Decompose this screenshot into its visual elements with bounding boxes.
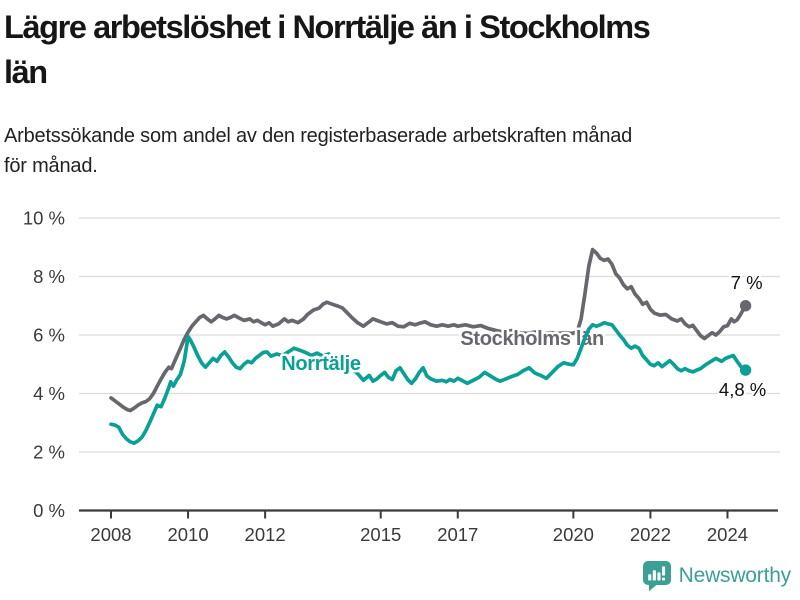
x-tick-label-2008: 2008 (90, 524, 131, 545)
y-tick-label-6: 6 % (33, 325, 65, 346)
y-tick-label-2: 2 % (33, 442, 65, 463)
series-name-label-stockholms-l-n: Stockholms län (460, 328, 604, 350)
newsworthy-logo: Newsworthy (641, 560, 791, 592)
page-subtitle-line-1: Arbetssökande som andel av den registerb… (4, 125, 633, 147)
newsworthy-logo-text: Newsworthy (678, 564, 792, 587)
page-title-line-1: Lägre arbetslöshet i Norrtälje än i Stoc… (4, 9, 651, 45)
series-end-value-label-stockholms-l-n: 7 % (731, 272, 763, 293)
x-tick-label-2022: 2022 (630, 524, 671, 545)
x-tick-label-2012: 2012 (245, 524, 286, 545)
page-subtitle: Arbetssökande som andel av den registerb… (4, 121, 784, 181)
x-tick-label-2010: 2010 (167, 524, 208, 545)
series-name-label-norrt-lje: Norrtälje (281, 353, 361, 375)
page-title-line-2: län (4, 54, 48, 90)
series-end-dot-stockholms-l-n (739, 300, 752, 312)
series-end-dot-norrt-lje (739, 364, 752, 376)
x-tick-label-2020: 2020 (553, 524, 594, 545)
x-tick-label-2015: 2015 (360, 524, 401, 545)
series-end-value-label-norrt-lje: 4,8 % (719, 379, 766, 400)
y-tick-label-10: 10 % (23, 208, 65, 229)
x-tick-label-2024: 2024 (707, 524, 748, 545)
series-line-stockholms-l-n (109, 247, 748, 413)
series-line-norrt-lje (109, 320, 748, 446)
y-tick-label-0: 0 % (33, 500, 65, 521)
y-tick-label-4: 4 % (33, 383, 65, 404)
page-subtitle-line-2: för månad. (4, 155, 98, 177)
page-title: Lägre arbetslöshet i Norrtälje än i Stoc… (4, 5, 798, 95)
y-tick-label-8: 8 % (33, 266, 65, 287)
bar-chart-speech-bubble-icon (642, 561, 671, 592)
x-tick-label-2017: 2017 (437, 524, 478, 545)
